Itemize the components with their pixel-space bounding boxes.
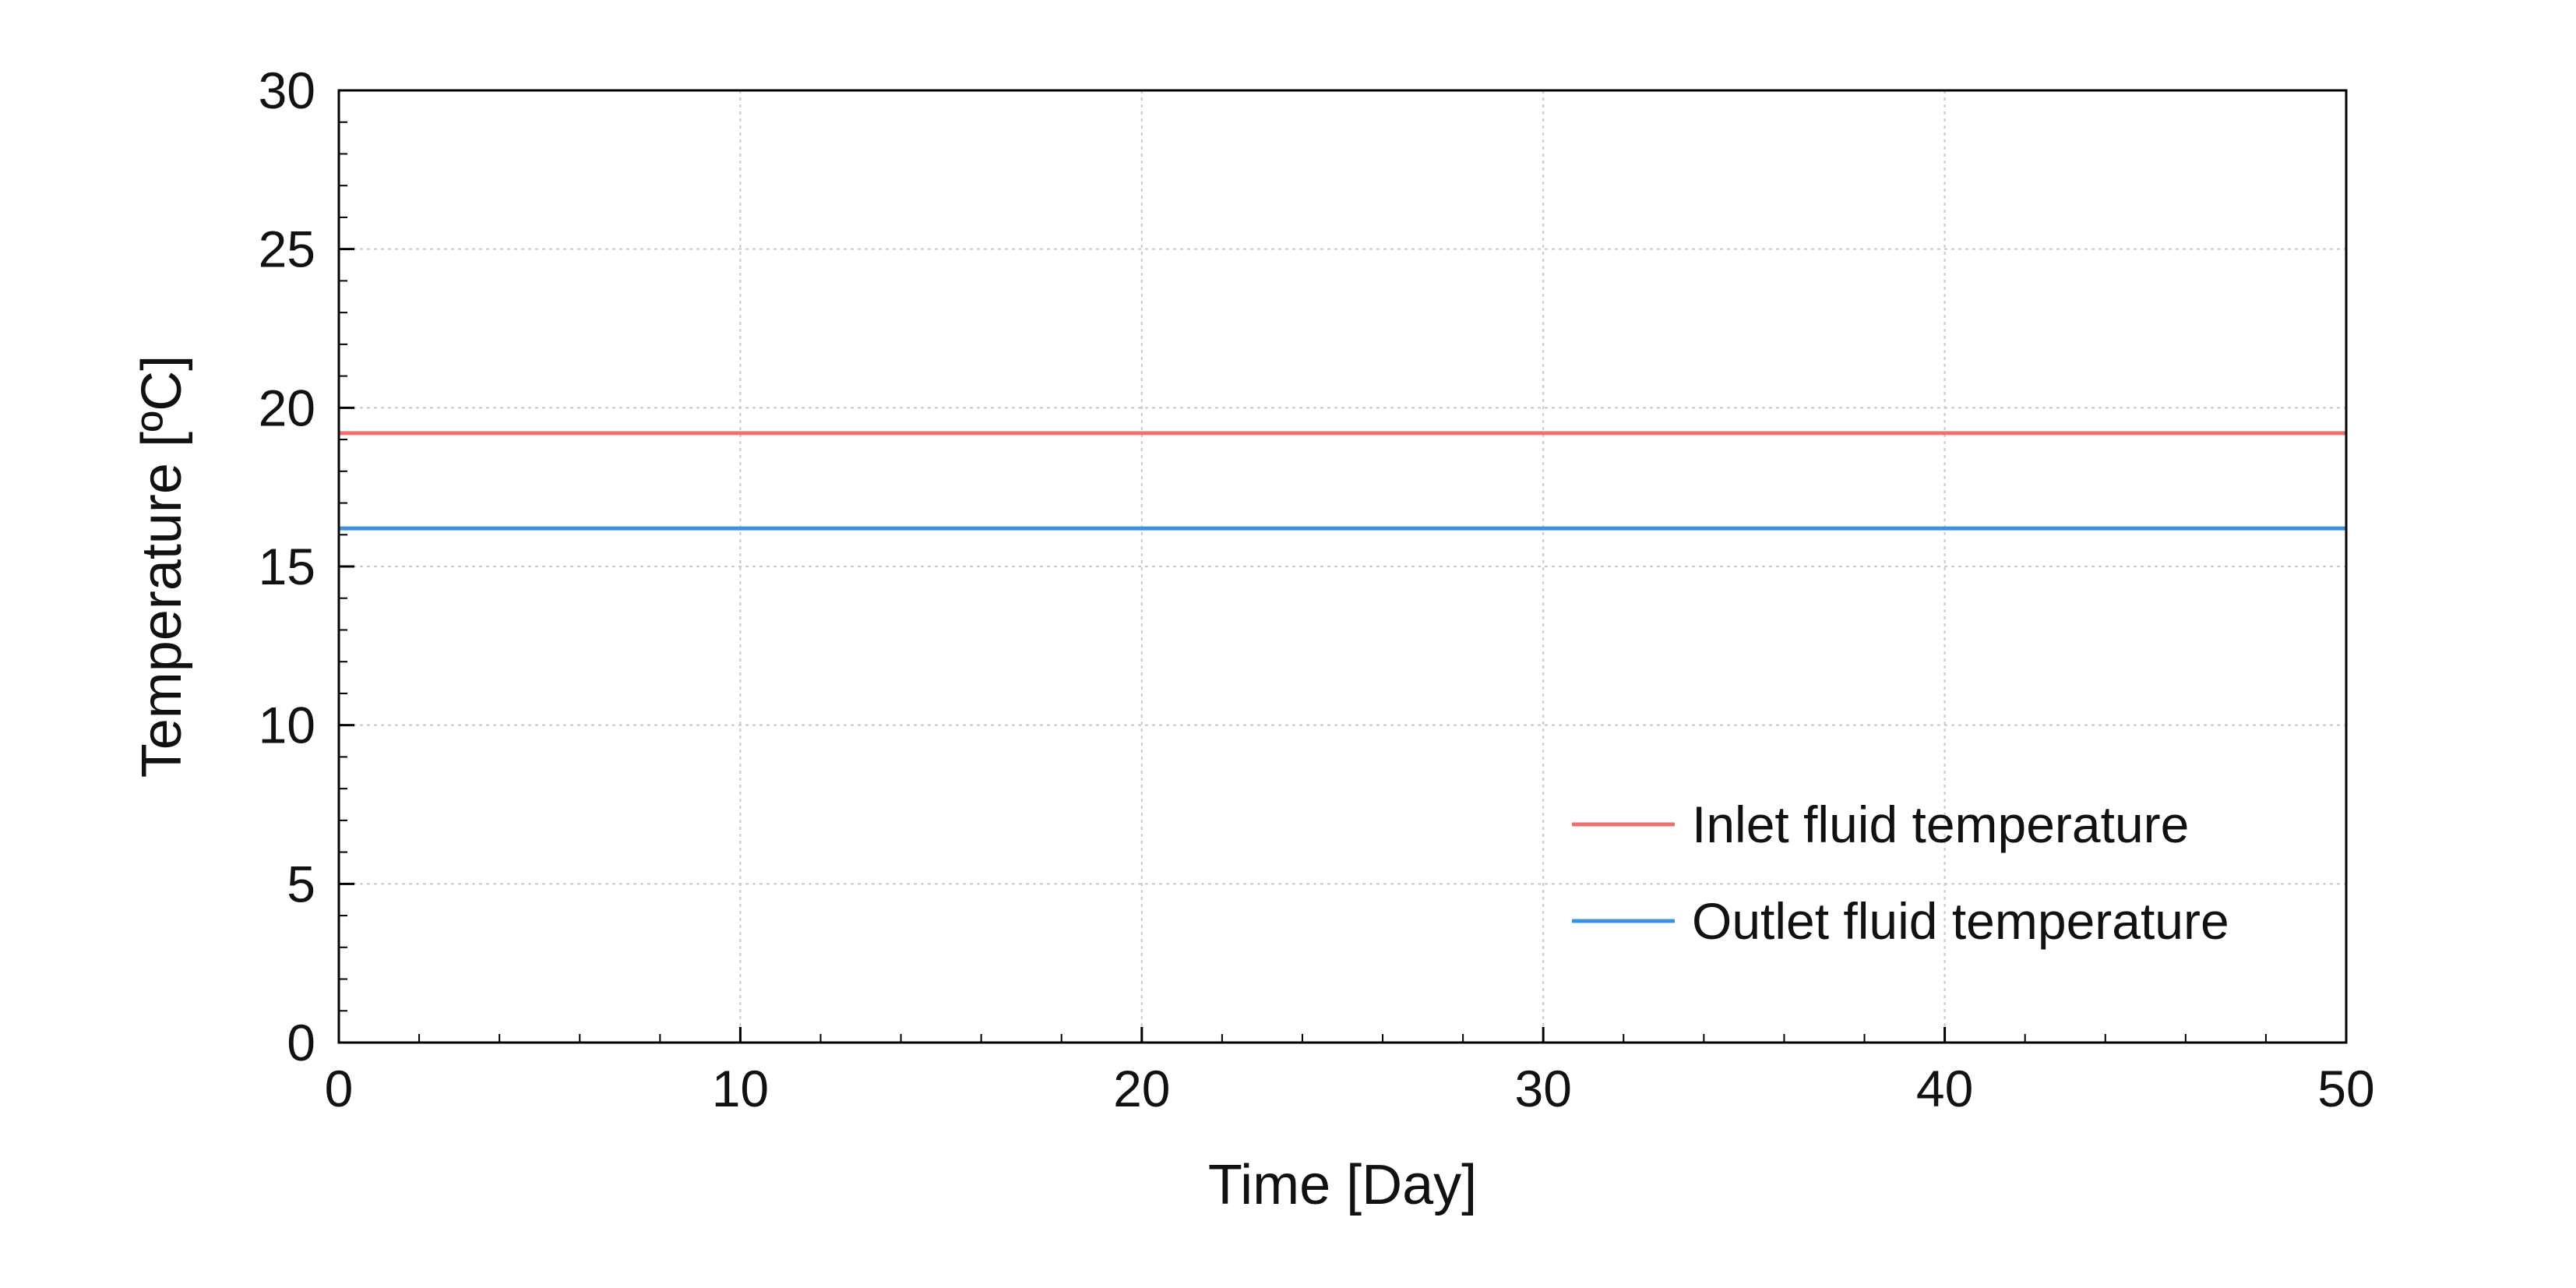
x-tick-label: 20 [1113,1060,1170,1117]
legend-label-1: Inlet fluid temperature [1692,796,2189,853]
y-tick-label: 15 [259,538,315,595]
y-tick-label: 30 [259,62,315,119]
y-tick-label: 5 [287,855,315,912]
legend: Inlet fluid temperature Outlet fluid temp… [1572,796,2229,950]
x-tick-label: 0 [325,1060,354,1117]
y-axis-label: Temperature [ºC] [131,355,193,778]
y-tick-label: 20 [259,379,315,436]
y-tick-label: 0 [287,1014,315,1071]
x-axis-label: Time [Day] [1208,1154,1477,1216]
y-tick-label: 25 [259,221,315,278]
x-tick-label: 10 [712,1060,769,1117]
y-tick-label: 10 [259,697,315,754]
series-lines [339,431,2346,531]
legend-label-2: Outlet fluid temperature [1692,892,2229,950]
minor-ticks [339,121,2267,1043]
plot-frame [337,89,2348,1044]
x-tick-label: 40 [1916,1060,1973,1117]
x-tick-label: 50 [2317,1060,2374,1117]
x-tick-labels: 0 10 20 30 40 50 [325,1060,2375,1117]
grid [339,90,2346,1043]
y-tick-labels: 0 5 10 15 20 25 30 [259,62,315,1071]
x-tick-label: 30 [1514,1060,1571,1117]
